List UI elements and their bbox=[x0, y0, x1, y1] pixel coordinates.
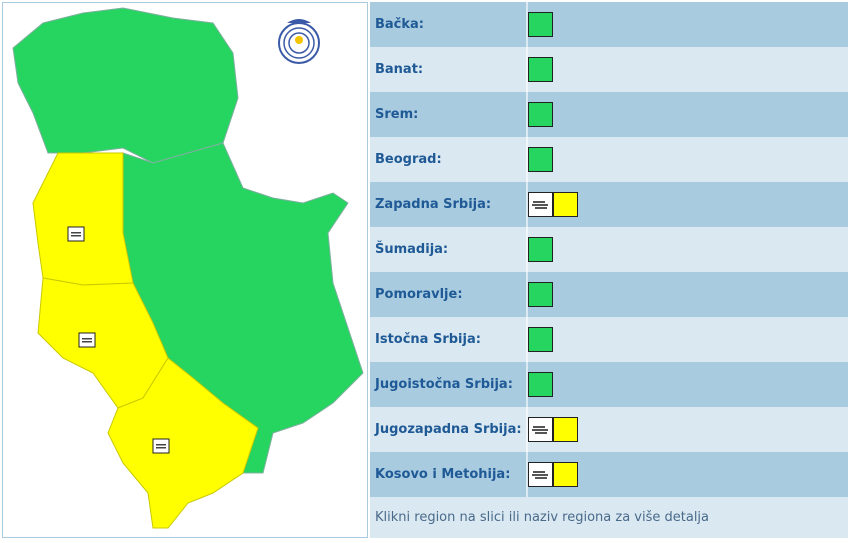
warning-level-green bbox=[528, 102, 553, 127]
warning-icons bbox=[528, 147, 553, 172]
warning-icons bbox=[528, 327, 553, 352]
region-name[interactable]: Jugozapadna Srbija: bbox=[375, 422, 522, 437]
warning-icons bbox=[528, 237, 553, 262]
region-row[interactable]: Banat: bbox=[370, 47, 848, 92]
region-name[interactable]: Banat: bbox=[375, 62, 424, 77]
region-row[interactable]: Jugoistočna Srbija: bbox=[370, 362, 848, 407]
map-region-vojvodina bbox=[12, 7, 239, 164]
region-row[interactable]: Zapadna Srbija: bbox=[370, 182, 848, 227]
warning-level-green bbox=[528, 372, 553, 397]
warning-icons bbox=[528, 282, 553, 307]
region-row[interactable]: Pomoravlje: bbox=[370, 272, 848, 317]
region-row[interactable]: Kosovo i Metohija: bbox=[370, 452, 848, 497]
region-name[interactable]: Šumadija: bbox=[375, 242, 449, 257]
warning-icons bbox=[528, 192, 578, 217]
region-row[interactable]: Istočna Srbija: bbox=[370, 317, 848, 362]
warning-level-green bbox=[528, 282, 553, 307]
warning-level-green bbox=[528, 237, 553, 262]
region-row[interactable]: Jugozapadna Srbija: bbox=[370, 407, 848, 452]
warning-map bbox=[2, 2, 368, 538]
region-name[interactable]: Bačka: bbox=[375, 17, 425, 32]
region-name[interactable]: Istočna Srbija: bbox=[375, 332, 481, 347]
footer-hint: Klikni region na slici ili naziv regiona… bbox=[370, 497, 848, 538]
warning-level-yellow bbox=[553, 192, 578, 217]
warning-level-yellow bbox=[553, 417, 578, 442]
fog-icon bbox=[528, 462, 553, 487]
region-name[interactable]: Kosovo i Metohija: bbox=[375, 467, 511, 482]
warning-icons bbox=[528, 372, 553, 397]
region-row[interactable]: Beograd: bbox=[370, 137, 848, 182]
warning-level-green bbox=[528, 327, 553, 352]
region-name[interactable]: Pomoravlje: bbox=[375, 287, 463, 302]
warning-level-green bbox=[528, 12, 553, 37]
fog-icon bbox=[528, 417, 553, 442]
logo bbox=[278, 19, 320, 64]
region-name[interactable]: Zapadna Srbija: bbox=[375, 197, 492, 212]
map-fog-icons bbox=[67, 226, 170, 454]
warning-level-yellow bbox=[553, 462, 578, 487]
region-table: Bačka: Banat: Srem: Beograd: Zapadna Srbija:… bbox=[370, 2, 848, 538]
warning-icons bbox=[528, 102, 553, 127]
region-name[interactable]: Jugoistočna Srbija: bbox=[375, 377, 513, 392]
warning-icons bbox=[528, 417, 578, 442]
fog-icon bbox=[528, 192, 553, 217]
warning-level-green bbox=[528, 57, 553, 82]
region-row[interactable]: Šumadija: bbox=[370, 227, 848, 272]
region-row[interactable]: Srem: bbox=[370, 92, 848, 137]
warning-level-green bbox=[528, 147, 553, 172]
warning-icons bbox=[528, 12, 553, 37]
map-region-zapadna-srbija bbox=[32, 152, 134, 286]
warning-icons bbox=[528, 57, 553, 82]
region-name[interactable]: Beograd: bbox=[375, 152, 442, 167]
map-region-kosovo bbox=[107, 357, 259, 529]
region-row[interactable]: Bačka: bbox=[370, 2, 848, 47]
region-name[interactable]: Srem: bbox=[375, 107, 419, 122]
warning-icons bbox=[528, 462, 578, 487]
